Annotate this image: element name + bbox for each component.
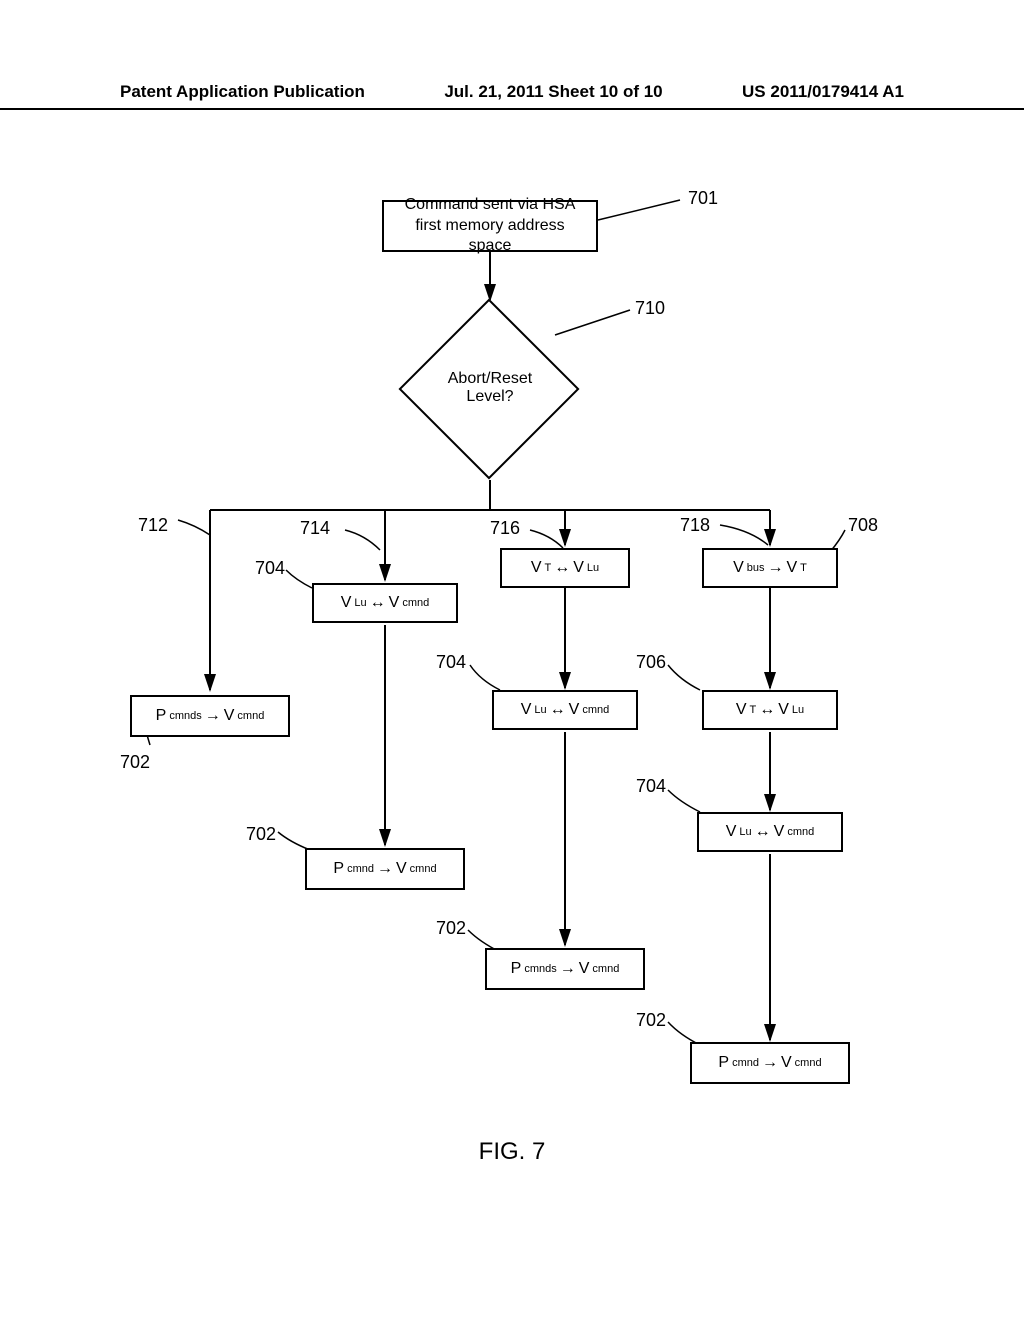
ref-704a: 704 xyxy=(255,558,285,579)
box-vlu-vcmnd-1: VLu ↔ Vcmnd xyxy=(312,583,458,623)
box-pcmnd-vcmnd-3: Pcmnds → Vcmnd xyxy=(485,948,645,990)
box-vlu-vcmnd-3: VLu ↔ Vcmnd xyxy=(697,812,843,852)
decision-label: Abort/ResetLevel? xyxy=(430,370,550,406)
box-pcmnd-vcmnd-4: Pcmnd → Vcmnd xyxy=(690,1042,850,1084)
ref-704b: 704 xyxy=(436,652,466,673)
ref-714: 714 xyxy=(300,518,330,539)
figure-caption: FIG. 7 xyxy=(0,1138,1024,1166)
box-pcmnd-vcmnd-1: Pcmnds → Vcmnd xyxy=(130,695,290,737)
ref-716: 716 xyxy=(490,518,520,539)
ref-702d: 702 xyxy=(636,1010,666,1031)
ref-708: 708 xyxy=(848,515,878,536)
start-box-text: Command sent via HSAfirst memory address… xyxy=(394,195,586,257)
ref-718: 718 xyxy=(680,515,710,536)
box-vlu-vcmnd-2: VLu ↔ Vcmnd xyxy=(492,690,638,730)
flowchart-diagram: Command sent via HSAfirst memory address… xyxy=(0,90,1024,1190)
ref-704c: 704 xyxy=(636,776,666,797)
ref-706: 706 xyxy=(636,652,666,673)
ref-701: 701 xyxy=(688,188,718,209)
ref-702b: 702 xyxy=(246,824,276,845)
box-vt-vlu-1: VT ↔ VLu xyxy=(500,548,630,588)
start-box: Command sent via HSAfirst memory address… xyxy=(382,200,598,252)
ref-712: 712 xyxy=(138,515,168,536)
ref-702c: 702 xyxy=(436,918,466,939)
box-vbus-vt: Vbus → VT xyxy=(702,548,838,588)
box-pcmnd-vcmnd-2: Pcmnd → Vcmnd xyxy=(305,848,465,890)
box-vt-vlu-2: VT ↔ VLu xyxy=(702,690,838,730)
ref-702a: 702 xyxy=(120,752,150,773)
ref-710: 710 xyxy=(635,298,665,319)
